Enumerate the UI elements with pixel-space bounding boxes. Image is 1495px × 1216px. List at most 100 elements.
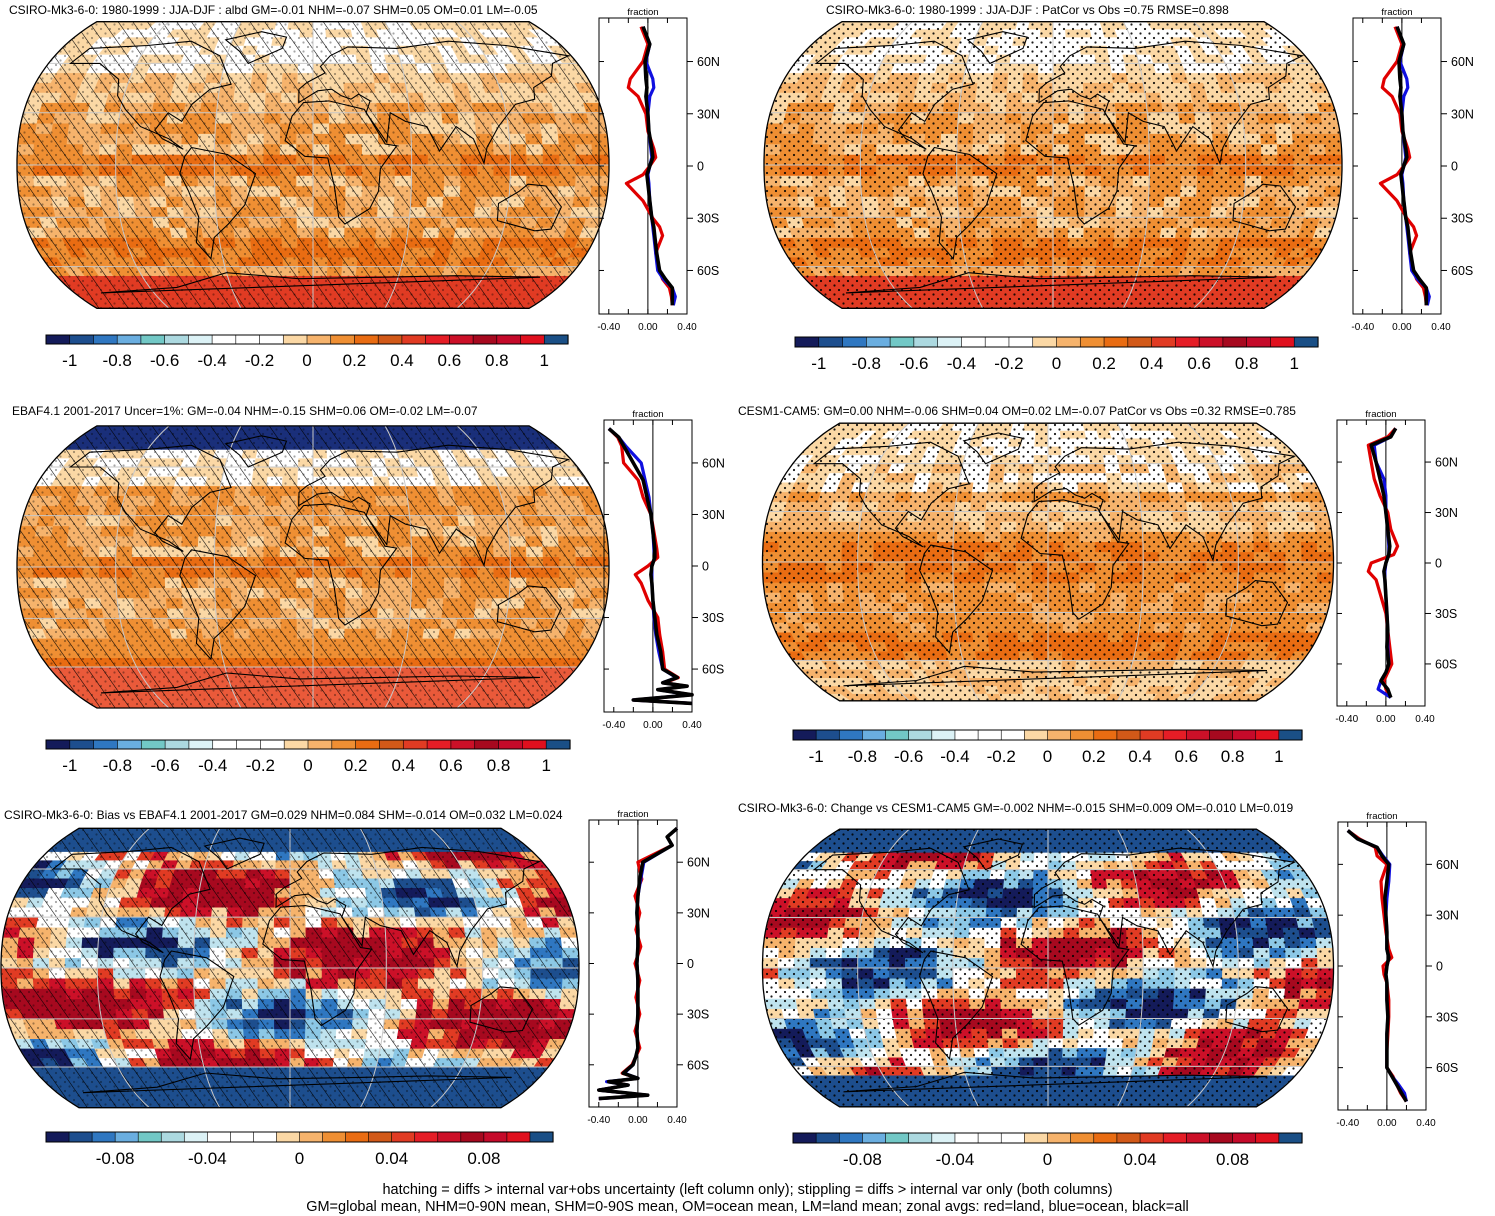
zonal-xtick-label: 0.40	[677, 322, 697, 333]
colorbar-swatch	[236, 335, 260, 344]
colorbar-label: -0.6	[894, 747, 923, 766]
map-field-0	[17, 8, 609, 323]
zonal-xtick-label: 0.00	[643, 720, 663, 731]
zonal-ytick-label: 0	[702, 560, 709, 574]
colorbar-label: 0.6	[439, 756, 463, 775]
colorbar-swatch	[473, 335, 497, 344]
colorbar-swatch	[932, 730, 955, 740]
colorbar-swatch	[546, 740, 570, 749]
colorbar-swatch	[426, 335, 450, 344]
zonal-xlabel: fraction	[632, 409, 663, 420]
colorbar-swatch	[141, 740, 165, 749]
colorbar-swatch	[378, 335, 402, 344]
colorbar-swatch	[1128, 337, 1152, 347]
colorbar-swatch	[909, 730, 932, 740]
colorbar-label: 0	[302, 351, 311, 370]
zonal-xtick-label: 0.00	[1392, 322, 1412, 333]
colorbar-label: -0.4	[947, 354, 976, 373]
colorbar-swatch	[213, 740, 237, 749]
colorbar-swatch	[499, 740, 523, 749]
colorbar-swatch	[890, 337, 914, 347]
colorbar-swatch	[260, 335, 284, 344]
map-field-3	[763, 410, 1334, 715]
zonal-xtick-label: -0.40	[602, 720, 625, 731]
map-field-2	[17, 412, 609, 722]
colorbar-swatch	[522, 740, 546, 749]
colorbar-swatch	[1270, 337, 1294, 347]
colorbar-swatch	[46, 740, 70, 749]
colorbar-label: -1	[811, 354, 826, 373]
colorbar-swatch	[189, 740, 213, 749]
colorbar-swatch	[117, 740, 141, 749]
colorbar-label: -0.2	[987, 747, 1016, 766]
colorbar-swatch	[955, 730, 978, 740]
panel-2: CSIRO-Mk3-6-0: 1980-1999 : JJA-DJF : Pat…	[764, 3, 1474, 373]
colorbar-swatch	[332, 740, 356, 749]
colorbar-swatch	[308, 740, 332, 749]
zonal-ytick-label: 0	[1451, 160, 1458, 174]
colorbar-label: 0.6	[1174, 747, 1198, 766]
colorbar-swatch	[307, 335, 331, 344]
colorbar-label: 0.2	[343, 351, 367, 370]
colorbar-label: -1	[62, 351, 77, 370]
panel-title: EBAF4.1 2001-2017 Uncer=1%: GM=-0.04 NHM…	[12, 404, 478, 418]
colorbar-swatch	[402, 335, 426, 344]
colorbar-swatch	[283, 335, 307, 344]
zonal-ytick-label: 60N	[697, 55, 720, 69]
colorbar-label: 0.4	[390, 351, 414, 370]
colorbar-swatch	[46, 335, 70, 344]
zonal-ytick-label: 30S	[1451, 212, 1473, 226]
colorbar-swatch	[188, 335, 212, 344]
colorbar-swatch	[795, 337, 819, 347]
colorbar-swatch	[1080, 337, 1104, 347]
colorbar-swatch	[521, 335, 545, 344]
colorbar-label: -0.2	[245, 351, 274, 370]
map-field-1	[764, 8, 1342, 323]
zonal-frame	[1337, 420, 1425, 706]
colorbar-swatch	[379, 740, 403, 749]
zonal-line-land	[1368, 428, 1397, 697]
zonal-xlabel: fraction	[1381, 7, 1412, 18]
colorbar-swatch	[1186, 730, 1209, 740]
colorbar-label: 0	[1043, 747, 1052, 766]
colorbar-label: -0.6	[899, 354, 928, 373]
colorbar-swatch	[1094, 730, 1117, 740]
colorbar-label: 1	[1274, 747, 1283, 766]
zonal-ytick-label: 60N	[1435, 456, 1458, 470]
colorbar-swatch	[1152, 337, 1176, 347]
colorbar-label: 1	[1289, 354, 1298, 373]
zonal-ytick-label: 60N	[1451, 55, 1474, 69]
colorbar-swatch	[1294, 337, 1318, 347]
colorbar-swatch	[1233, 730, 1256, 740]
colorbar-label: 0.8	[487, 756, 511, 775]
zonal-ytick-label: 60N	[702, 456, 725, 470]
colorbar-swatch	[544, 335, 568, 344]
panel-title: CSIRO-Mk3-6-0: 1980-1999 : JJA-DJF : Pat…	[826, 3, 1229, 17]
zonal-xlabel: fraction	[627, 7, 658, 18]
zonal-line-all	[609, 429, 692, 704]
zonal-ytick-label: 0	[1435, 557, 1442, 571]
panel-title: CSIRO-Mk3-6-0: 1980-1999 : JJA-DJF : alb…	[9, 3, 538, 17]
zonal-xtick-label: -0.40	[1351, 322, 1374, 333]
panel-3: EBAF4.1 2001-2017 Uncer=1%: GM=-0.04 NHM…	[12, 404, 725, 775]
zonal-ytick-label: 30N	[1451, 107, 1474, 121]
colorbar-label: -0.4	[940, 747, 969, 766]
colorbar-swatch	[117, 335, 141, 344]
colorbar-swatch	[427, 740, 451, 749]
zonal-ytick-label: 30N	[1435, 506, 1458, 520]
colorbar-swatch	[1104, 337, 1128, 347]
colorbar-swatch	[141, 335, 165, 344]
colorbar-swatch	[70, 740, 94, 749]
zonal-xtick-label: 0.40	[1415, 714, 1435, 725]
colorbar-label: 0.2	[344, 756, 368, 775]
colorbar-label: -0.2	[994, 354, 1023, 373]
colorbar-label: 0	[1052, 354, 1061, 373]
zonal-xtick-label: 0.00	[638, 322, 658, 333]
colorbar-swatch	[793, 730, 816, 740]
zonal-ytick-label: 30S	[697, 212, 719, 226]
colorbar-swatch	[451, 740, 475, 749]
